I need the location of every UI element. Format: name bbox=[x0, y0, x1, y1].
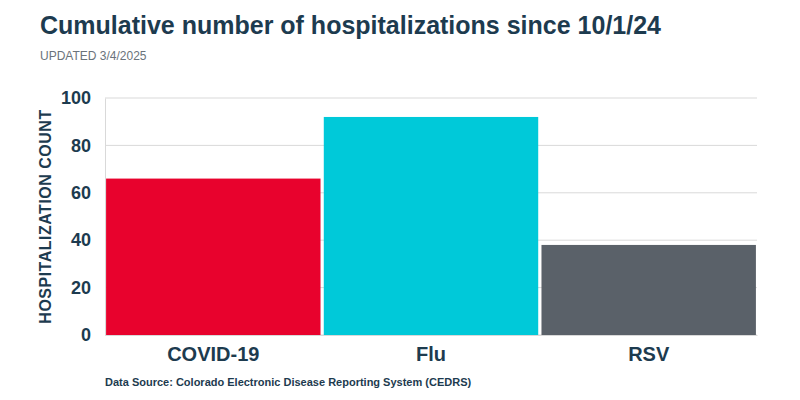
bar bbox=[324, 117, 538, 335]
y-tick-label: 40 bbox=[71, 230, 91, 250]
grid bbox=[105, 98, 757, 335]
x-tick: RSV bbox=[628, 335, 670, 365]
y-tick-label: 80 bbox=[71, 136, 91, 156]
y-tick: 40 bbox=[71, 230, 105, 250]
y-tick: 100 bbox=[61, 88, 105, 108]
x-tick: COVID-19 bbox=[167, 335, 259, 365]
bar bbox=[541, 245, 755, 335]
y-axis-line bbox=[105, 99, 106, 336]
x-axis-line bbox=[106, 335, 758, 336]
source-note: Data Source: Colorado Electronic Disease… bbox=[105, 376, 471, 388]
x-axis: COVID-19 Flu RSV bbox=[106, 335, 758, 365]
y-axis-title: HOSPITALIZATION COUNT bbox=[37, 109, 54, 323]
y-tick: 80 bbox=[71, 136, 105, 156]
y-tick-label: 100 bbox=[61, 88, 91, 108]
bar bbox=[106, 179, 320, 335]
grid-line bbox=[105, 98, 757, 99]
x-tick-label: RSV bbox=[628, 343, 670, 365]
x-tick: Flu bbox=[416, 335, 446, 365]
y-tick-label: 20 bbox=[71, 278, 91, 298]
y-tick-label: 0 bbox=[81, 325, 91, 345]
bars bbox=[106, 117, 756, 335]
y-tick-label: 60 bbox=[71, 183, 91, 203]
y-tick: 60 bbox=[71, 183, 105, 203]
x-tick-label: Flu bbox=[416, 343, 446, 365]
subtitle: UPDATED 3/4/2025 bbox=[40, 49, 147, 63]
chart: Cumulative number of hospitalizations si… bbox=[0, 0, 800, 400]
x-tick-label: COVID-19 bbox=[167, 343, 259, 365]
title: Cumulative number of hospitalizations si… bbox=[40, 11, 661, 39]
y-tick: 0 bbox=[81, 325, 105, 345]
y-axis: 0 20 40 60 80 100 bbox=[61, 88, 106, 345]
y-tick: 20 bbox=[71, 278, 105, 298]
